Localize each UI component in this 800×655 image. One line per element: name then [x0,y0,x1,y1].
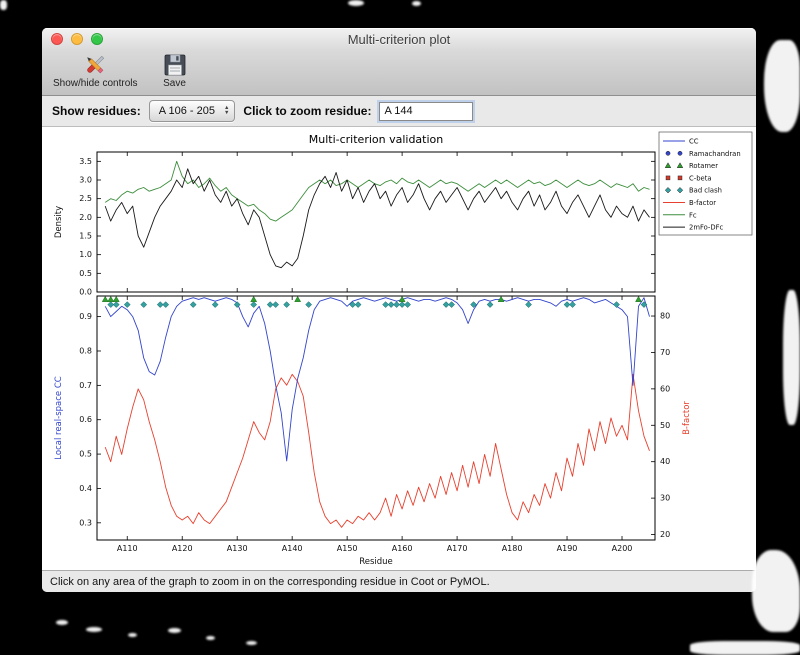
svg-text:A120: A120 [172,544,193,553]
svg-text:0.8: 0.8 [79,346,92,355]
zoom-residue-input[interactable] [379,101,474,121]
zoom-window-button[interactable] [91,33,103,45]
svg-text:30: 30 [660,494,670,503]
film-artifact [246,641,257,645]
svg-text:B-factor: B-factor [689,199,716,207]
film-artifact [348,0,364,6]
svg-text:A130: A130 [227,544,248,553]
svg-text:2.0: 2.0 [79,213,92,222]
svg-text:60: 60 [660,384,670,393]
svg-text:Multi-criterion validation: Multi-criterion validation [309,133,444,146]
film-artifact [764,40,800,132]
svg-text:50: 50 [660,421,670,430]
svg-text:C-beta: C-beta [689,174,712,182]
zoom-residue-label: Click to zoom residue: [243,104,372,118]
svg-text:Fc: Fc [689,211,697,219]
up-down-arrows-icon: ▲ ▼ [223,105,230,116]
multi-criterion-figure[interactable]: Multi-criterion validation 0.0 0.5 1.0 1.5 2.… [42,127,756,570]
film-artifact [56,620,68,625]
film-artifact [86,627,102,632]
svg-text:Ramachandran: Ramachandran [689,150,741,158]
svg-text:Density: Density [54,206,64,238]
svg-text:0.6: 0.6 [79,415,92,424]
film-artifact [206,636,215,640]
controls-bar: Show residues: A 106 - 205 ▲ ▼ Click to z… [42,96,756,127]
toolbar: Show/hide controls Save [42,50,756,96]
svg-text:Rotamer: Rotamer [689,162,718,170]
svg-text:A190: A190 [557,544,578,553]
window-title: Multi-criterion plot [347,31,451,47]
film-artifact [412,1,421,6]
svg-text:0.9: 0.9 [79,312,92,321]
film-artifact [128,633,137,637]
save-label: Save [163,78,186,89]
status-bar: Click on any area of the graph to zoom i… [42,570,756,592]
svg-text:0.0: 0.0 [79,288,92,297]
svg-text:80: 80 [660,312,670,321]
svg-text:A110: A110 [117,544,138,553]
film-artifact [168,628,181,633]
film-artifact [752,550,800,632]
svg-text:A160: A160 [392,544,413,553]
svg-text:A140: A140 [282,544,303,553]
svg-text:A180: A180 [502,544,523,553]
show-residues-label: Show residues: [52,104,141,118]
svg-text:2.5: 2.5 [79,194,92,203]
svg-text:Residue: Residue [359,557,393,567]
residue-range-select[interactable]: A 106 - 205 ▲ ▼ [148,100,236,122]
plot-area[interactable]: Multi-criterion validation 0.0 0.5 1.0 1.5 2.… [42,127,756,570]
svg-text:A150: A150 [337,544,358,553]
app-window: Multi-criterion plot Show/hide controls [42,28,756,592]
svg-text:2mFo-DFc: 2mFo-DFc [689,224,723,232]
svg-text:70: 70 [660,348,670,357]
status-text: Click on any area of the graph to zoom i… [50,576,490,588]
film-artifact [0,0,7,10]
film-artifact [690,641,800,655]
svg-text:Local real-space CC: Local real-space CC [54,376,64,459]
show-hide-controls-button[interactable]: Show/hide controls [50,51,141,90]
close-window-button[interactable] [51,33,63,45]
film-artifact [783,290,800,425]
svg-text:1.0: 1.0 [79,250,92,259]
minimize-window-button[interactable] [71,33,83,45]
svg-text:3.5: 3.5 [79,157,92,166]
svg-text:40: 40 [660,457,670,466]
floppy-disk-icon [164,54,185,76]
svg-text:Bad clash: Bad clash [689,187,722,195]
residue-range-value: A 106 - 205 [158,105,215,117]
svg-text:A200: A200 [612,544,633,553]
svg-text:A170: A170 [447,544,468,553]
svg-text:3.0: 3.0 [79,176,92,185]
svg-text:0.5: 0.5 [79,269,92,278]
svg-text:20: 20 [660,530,670,539]
svg-text:0.7: 0.7 [79,381,92,390]
crossed-tools-icon [87,55,105,74]
show-hide-controls-label: Show/hide controls [53,78,138,89]
svg-text:0.4: 0.4 [79,484,92,493]
svg-text:0.5: 0.5 [79,450,92,459]
save-button[interactable]: Save [159,51,191,90]
svg-text:0.3: 0.3 [79,518,92,527]
svg-text:B-factor: B-factor [682,401,692,435]
svg-text:1.5: 1.5 [79,232,92,241]
svg-text:CC: CC [689,138,699,146]
window-titlebar[interactable]: Multi-criterion plot [42,28,756,50]
